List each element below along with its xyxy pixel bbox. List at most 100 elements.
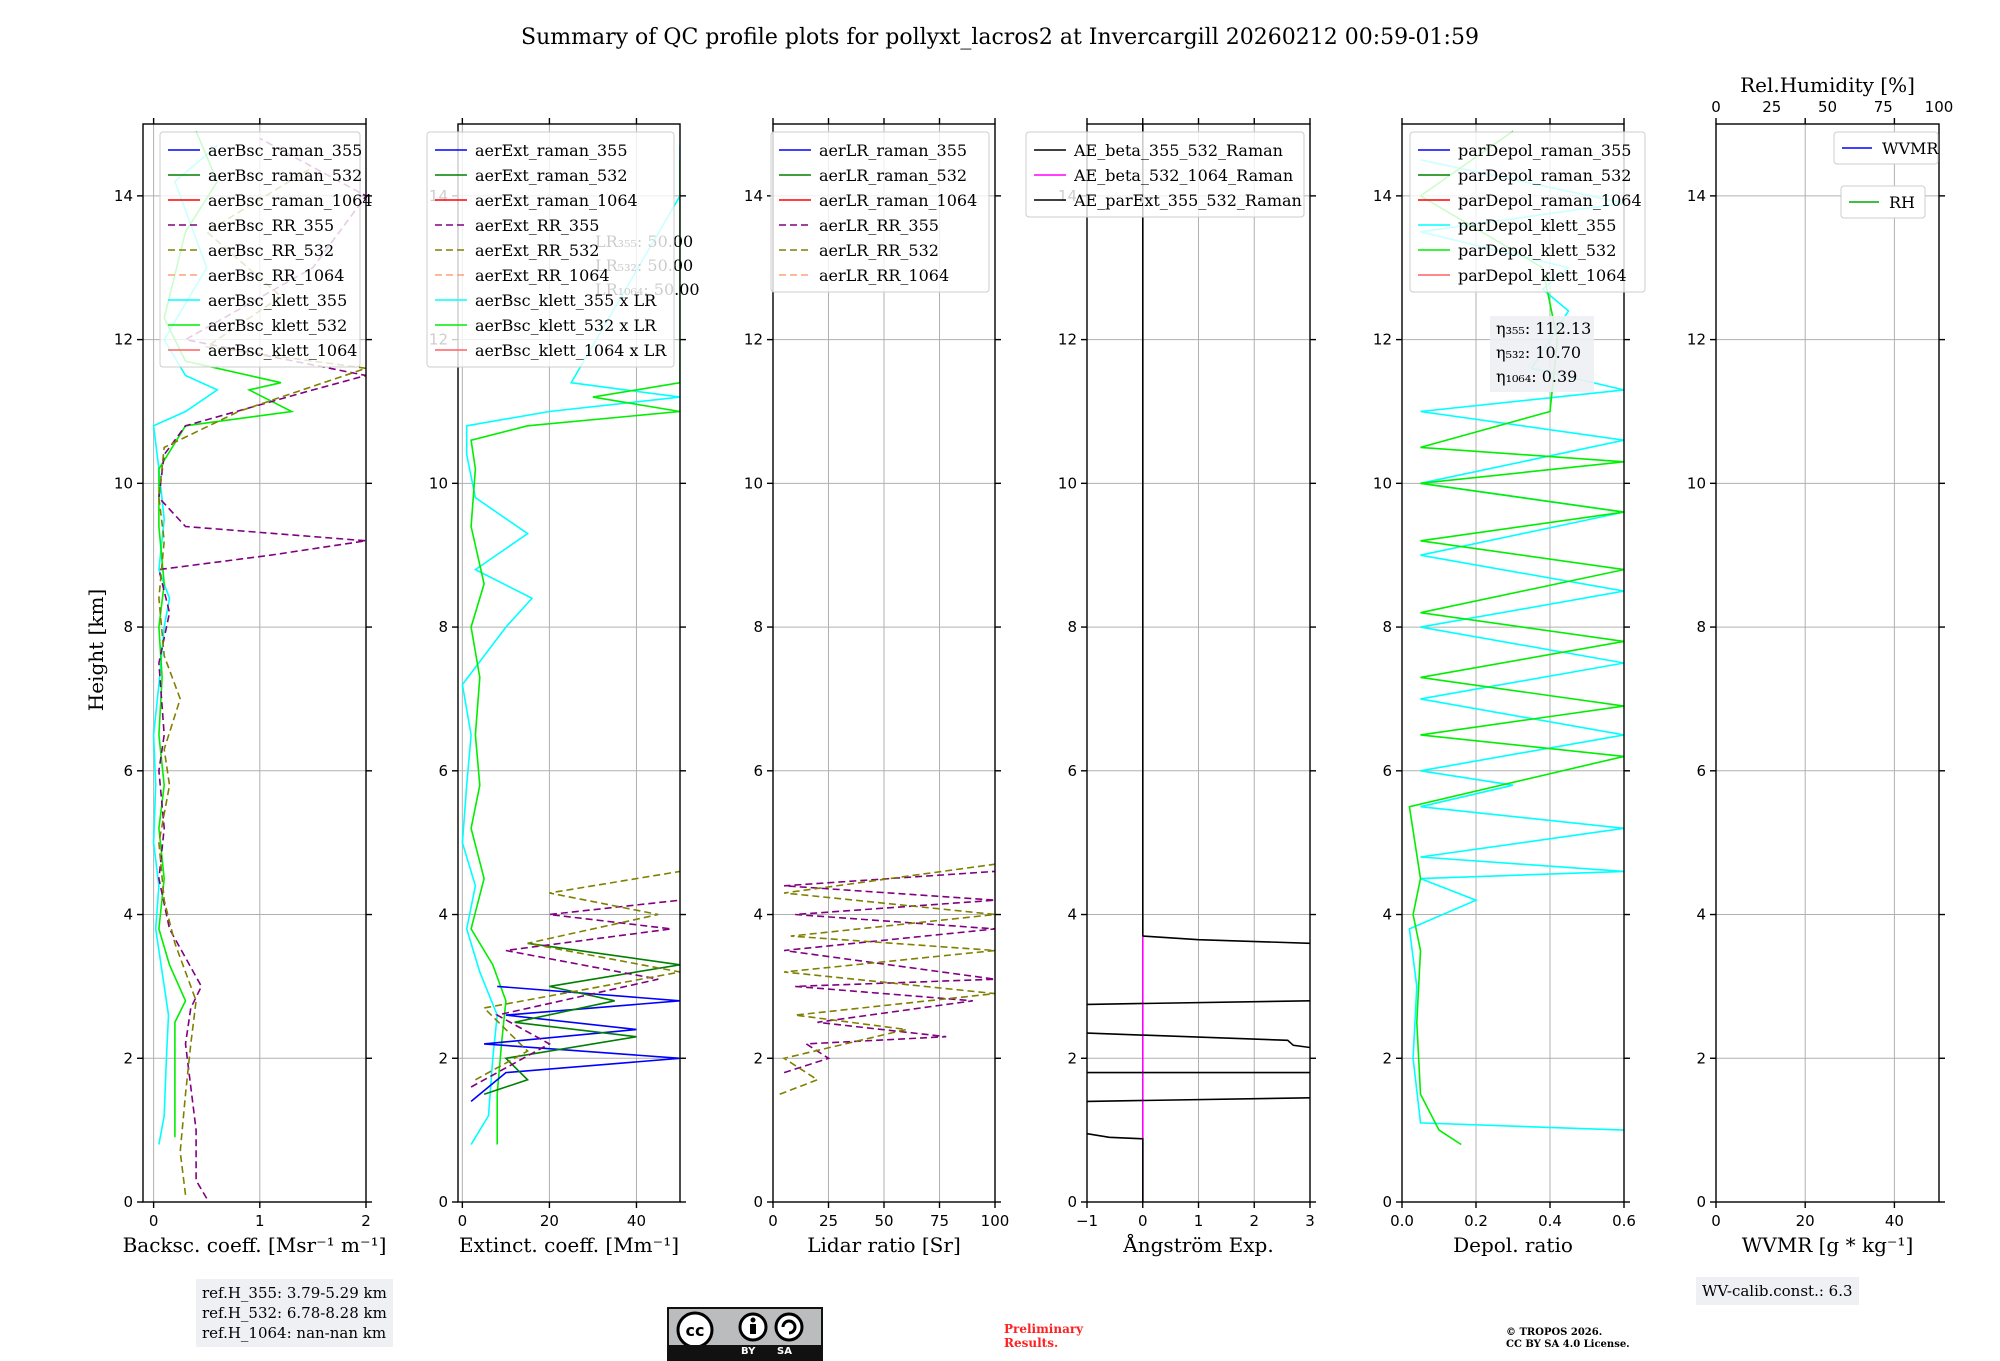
y-tick-label: 0 <box>1382 1193 1392 1211</box>
panel-ext: 0246810121402040Extinct. coeff. [Mm⁻¹]LR… <box>426 118 700 1257</box>
ref-height-1064: ref.H_1064: nan-nan km <box>202 1324 387 1342</box>
legend-label: aerExt_RR_532 <box>475 241 599 260</box>
legend-label: aerLR_raman_1064 <box>819 191 977 210</box>
y-tick-label: 8 <box>1696 618 1706 636</box>
y-tick-label: 4 <box>753 906 763 924</box>
panel-lr: 0 2 4 6 8 10 12 14 0 25 50 75 100 Lidar ratio [Sr] aer… <box>744 118 1009 1257</box>
legend-label: aerLR_raman_532 <box>819 166 967 185</box>
legend-lr: aerLR_raman_355 aerLR_raman_532 aerLR_rama… <box>770 131 990 293</box>
series-aerlr-rr-532 <box>779 863 995 1095</box>
y-tick-label: 0 <box>123 1193 133 1211</box>
copyright-note: © TROPOS 2026. CC BY SA 4.0 License. <box>1506 1327 1630 1351</box>
x-tick-label: 0 <box>458 1212 468 1230</box>
legend-label: parDepol_klett_355 <box>1458 216 1616 235</box>
y-tick-label: 4 <box>1067 906 1077 924</box>
x-tick-label: 40 <box>627 1212 646 1230</box>
legend-wvmr: WVMR <box>1833 131 1939 165</box>
x-tick-label: −1 <box>1076 1212 1098 1230</box>
series-aerbsc-klett-355-x-lr <box>461 145 680 1145</box>
y-tick-label: 4 <box>438 906 448 924</box>
y-tick-label: 14 <box>1687 187 1706 205</box>
x-tick-label: 25 <box>819 1212 838 1230</box>
y-tick-label: 6 <box>1382 762 1392 780</box>
legend-label: parDepol_klett_1064 <box>1458 266 1627 285</box>
y-tick-label: 12 <box>744 331 763 349</box>
y-tick-label: 12 <box>1687 331 1706 349</box>
legend-label: parDepol_raman_532 <box>1458 166 1631 185</box>
y-tick-label: 2 <box>1696 1049 1706 1067</box>
top-axis-label: Rel.Humidity [%] <box>1740 73 1915 97</box>
top-x-tick-label: 100 <box>1925 98 1954 116</box>
axes-frame <box>457 123 681 1203</box>
cc-by-label: BY <box>741 1346 756 1357</box>
x-axis-label: Depol. ratio <box>1453 1233 1573 1257</box>
legend-label: aerBsc_klett_1064 x LR <box>475 341 667 360</box>
y-tick-label: 2 <box>753 1049 763 1067</box>
x-tick-label: 20 <box>540 1212 559 1230</box>
wv-calib-box: WV-calib.const.: 6.3 <box>1696 1277 1859 1305</box>
copyright-line-2: CC BY SA 4.0 License. <box>1506 1339 1630 1350</box>
x-tick-label: 1 <box>1194 1212 1204 1230</box>
legend-label: aerExt_RR_355 <box>475 216 599 235</box>
y-tick-label: 4 <box>123 906 133 924</box>
legend-label: aerBsc_RR_1064 <box>208 266 344 285</box>
y-tick-label: 10 <box>114 474 133 492</box>
y-tick-label: 14 <box>114 187 133 205</box>
x-tick-label: 75 <box>930 1212 949 1230</box>
legend-label: aerExt_raman_355 <box>475 141 628 160</box>
legend-label: AE_parExt_355_532_Raman <box>1073 191 1302 210</box>
x-axis-label: Lidar ratio [Sr] <box>807 1233 961 1257</box>
x-tick-label: 50 <box>874 1212 893 1230</box>
series-aerlr-rr-355 <box>783 870 995 1074</box>
x-tick-label: 40 <box>1885 1212 1904 1230</box>
y-tick-label: 8 <box>1382 618 1392 636</box>
series-ae-parext-355-532-raman-6 <box>1142 935 1310 945</box>
preliminary-line-1: Preliminary <box>1004 1322 1084 1336</box>
top-x-tick-label: 25 <box>1762 98 1781 116</box>
y-tick-label: 0 <box>753 1193 763 1211</box>
y-tick-label: 6 <box>753 762 763 780</box>
legend-rh: RH <box>1840 185 1926 219</box>
axes-frame <box>1086 123 1311 1203</box>
annotation-line: η₁₀₆₄: 0.39 <box>1496 367 1577 386</box>
x-tick-label: 0 <box>1711 1212 1721 1230</box>
y-tick-label: 8 <box>753 618 763 636</box>
series-ae-parext-355-532-raman-4 <box>1087 1032 1310 1049</box>
legend-label: parDepol_raman_1064 <box>1458 191 1642 210</box>
ref-height-355: ref.H_355: 3.79-5.29 km <box>202 1284 387 1302</box>
y-tick-label: 4 <box>1696 906 1706 924</box>
x-tick-label: 0 <box>149 1212 159 1230</box>
legend-label: aerLR_RR_355 <box>819 216 939 235</box>
y-tick-label: 2 <box>1067 1049 1077 1067</box>
axes-frame <box>142 123 367 1203</box>
legend-label: aerBsc_RR_355 <box>208 216 334 235</box>
y-tick-label: 8 <box>1067 618 1077 636</box>
x-tick-label: 2 <box>1249 1212 1259 1230</box>
legend-label: aerBsc_klett_355 <box>208 291 347 310</box>
series-ae-parext-355-532-raman-2 <box>1087 1097 1310 1103</box>
x-tick-label: 0 <box>1138 1212 1148 1230</box>
series-aerbsc-klett-355 <box>152 144 219 1145</box>
legend-label: AE_beta_532_1064_Raman <box>1073 166 1293 185</box>
y-tick-label: 6 <box>123 762 133 780</box>
legend-label: RH <box>1889 193 1915 212</box>
series-aerext-raman-532 <box>483 942 680 1095</box>
legend-label: aerLR_RR_532 <box>819 241 939 260</box>
figure-title: Summary of QC profile plots for pollyxt_… <box>521 25 1479 50</box>
y-tick-label: 12 <box>114 331 133 349</box>
legend-label: aerLR_RR_1064 <box>819 266 949 285</box>
y-tick-label: 6 <box>1696 762 1706 780</box>
x-tick-label: 0.6 <box>1612 1212 1636 1230</box>
axes-frame <box>1401 123 1625 1203</box>
x-axis-label: Extinct. coeff. [Mm⁻¹] <box>459 1233 679 1257</box>
top-x-tick-label: 75 <box>1874 98 1893 116</box>
y-tick-label: 10 <box>744 474 763 492</box>
legend-label: parDepol_raman_355 <box>1458 141 1631 160</box>
y-tick-label: 14 <box>1373 187 1392 205</box>
x-tick-label: 20 <box>1796 1212 1815 1230</box>
legend-ae: AE_beta_355_532_Raman AE_beta_532_1064_Ra… <box>1025 131 1305 218</box>
legend-label: aerLR_raman_355 <box>819 141 967 160</box>
x-tick-label: 0.4 <box>1538 1212 1562 1230</box>
